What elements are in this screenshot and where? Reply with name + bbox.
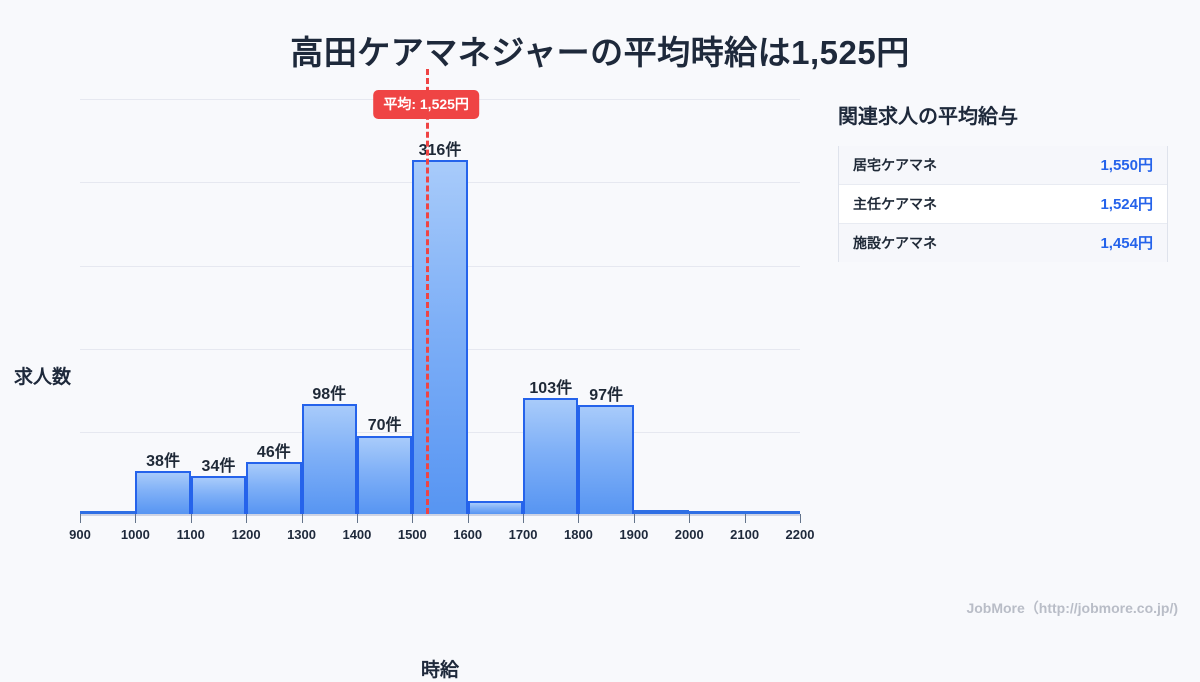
x-tick-label: 1400 (342, 527, 372, 542)
x-tick-mark (800, 514, 801, 523)
bar-value-label: 34件 (201, 457, 236, 475)
site-watermark: JobMore（http://jobmore.co.jp/) (966, 600, 1178, 616)
histogram-bar (578, 405, 634, 514)
related-salary-panel: 関連求人の平均給与 居宅ケアマネ 1,550円主任ケアマネ 1,524円施設ケアマネ… (838, 100, 1168, 262)
histogram-bar (80, 511, 136, 514)
related-salary-table: 居宅ケアマネ 1,550円主任ケアマネ 1,524円施設ケアマネ 1,454円 (838, 146, 1168, 262)
x-tick-label: 1900 (619, 527, 649, 542)
x-tick-mark (523, 514, 525, 523)
bar-value-label: 103件 (529, 380, 573, 398)
salary-row-value: 1,454円 (1100, 235, 1153, 252)
x-tick-label: 1100 (176, 527, 205, 542)
x-tick-mark (246, 514, 248, 523)
x-tick-mark (80, 514, 81, 523)
x-tick-mark (356, 514, 358, 523)
x-tick-label: 1500 (397, 527, 427, 542)
histogram-bar (246, 462, 302, 514)
bar-value-label: 70件 (367, 417, 402, 435)
x-tick-label: 1700 (508, 527, 538, 542)
x-tick-label: 2000 (674, 527, 704, 542)
x-tick-label: 1300 (287, 527, 316, 542)
histogram-bar (633, 509, 690, 514)
x-tick-label: 900 (69, 527, 91, 542)
x-tick-label: 1200 (231, 527, 261, 542)
x-tick-mark (190, 514, 192, 523)
bar-value-label: 97件 (589, 387, 624, 405)
x-tick-label: 2100 (730, 527, 760, 542)
average-line (426, 69, 430, 514)
histogram-bar (467, 500, 524, 514)
x-tick-label: 2200 (785, 527, 815, 542)
salary-row-value: 1,524円 (1100, 196, 1153, 213)
histogram-bar (301, 404, 357, 514)
x-axis-title: 時給 (420, 660, 459, 681)
x-tick-mark (689, 514, 691, 523)
bar-value-label: 38件 (146, 453, 180, 471)
histogram-bar (689, 511, 745, 514)
salary-row-name: 主任ケアマネ (853, 195, 937, 212)
salary-row[interactable]: 居宅ケアマネ 1,550円 (839, 146, 1167, 185)
histogram-chart: 求人数 時給 38件 34件 46件 98件 70件 316件 103件 97件 900 100… (0, 69, 830, 681)
x-tick-mark (301, 514, 303, 523)
salary-row-name: 施設ケアマネ (853, 234, 937, 251)
plot-area: 38件 34件 46件 98件 70件 316件 103件 97件 900 1000 1100 12… (69, 69, 814, 542)
histogram-bar (190, 475, 247, 514)
x-tick-mark (744, 514, 746, 523)
x-tick-mark (578, 514, 580, 523)
x-tick-mark (135, 514, 137, 523)
salary-row-value: 1,550円 (1100, 157, 1153, 174)
related-salary-title: 関連求人の平均給与 (838, 106, 1018, 128)
histogram-bar (135, 471, 191, 514)
x-axis-line (80, 514, 800, 516)
salary-row-name: 居宅ケアマネ (853, 156, 937, 173)
bar-value-label: 46件 (256, 444, 291, 462)
bar-value-label: 98件 (312, 386, 347, 404)
histogram-bar (744, 511, 800, 514)
page-title: 高田ケアマネジャーの平均時給は1,525円 (290, 34, 910, 71)
histogram-bar (523, 398, 579, 514)
x-tick-mark (412, 514, 414, 523)
histogram-bar (412, 159, 468, 514)
x-tick-label: 1600 (453, 527, 483, 542)
x-tick-label: 1000 (120, 527, 150, 542)
salary-row[interactable]: 施設ケアマネ 1,454円 (839, 224, 1167, 262)
histogram-bar (356, 435, 413, 514)
x-tick-mark (467, 514, 469, 523)
x-tick-label: 1800 (563, 527, 593, 542)
salary-row[interactable]: 主任ケアマネ 1,524円 (839, 185, 1167, 224)
average-badge: 平均: 1,525円 (373, 90, 479, 119)
y-axis-title: 求人数 (14, 367, 72, 388)
x-tick-mark (633, 514, 635, 523)
bar-value-label: 316件 (418, 141, 462, 159)
